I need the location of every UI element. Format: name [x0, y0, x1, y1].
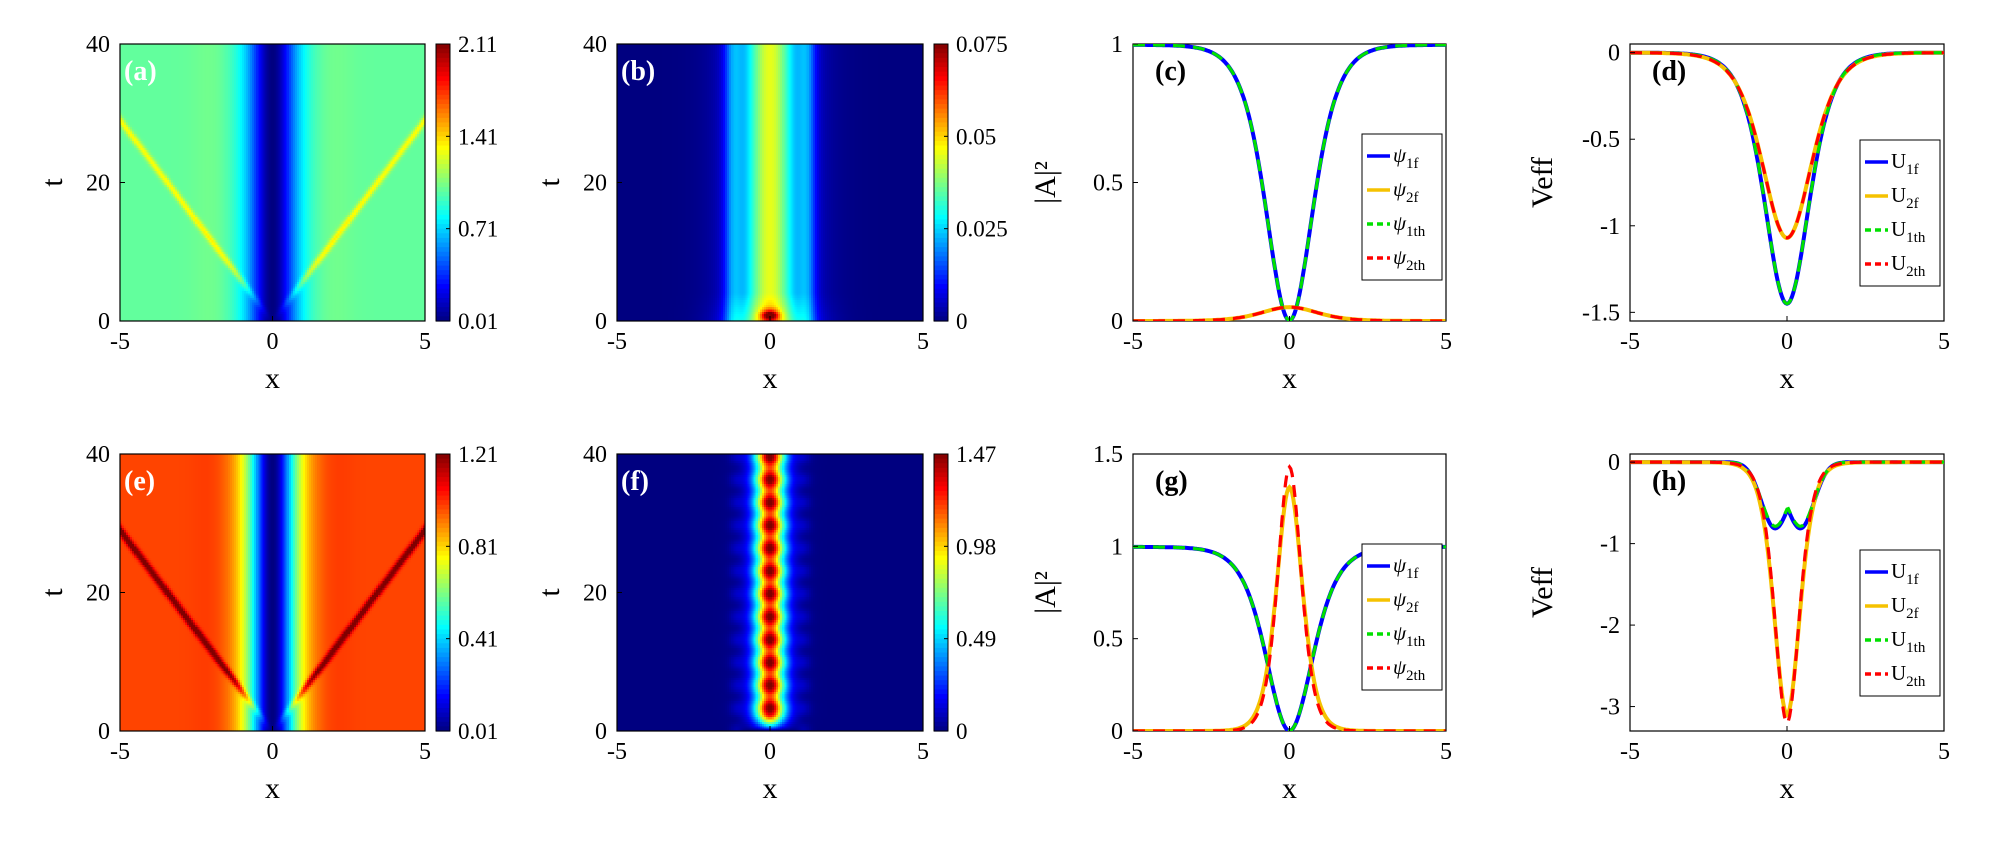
heatmap-field: [120, 44, 426, 322]
figure-canvas: -5 0 502040xt2.111.410.710.01(a)-5 0 502040x…: [0, 0, 1990, 844]
